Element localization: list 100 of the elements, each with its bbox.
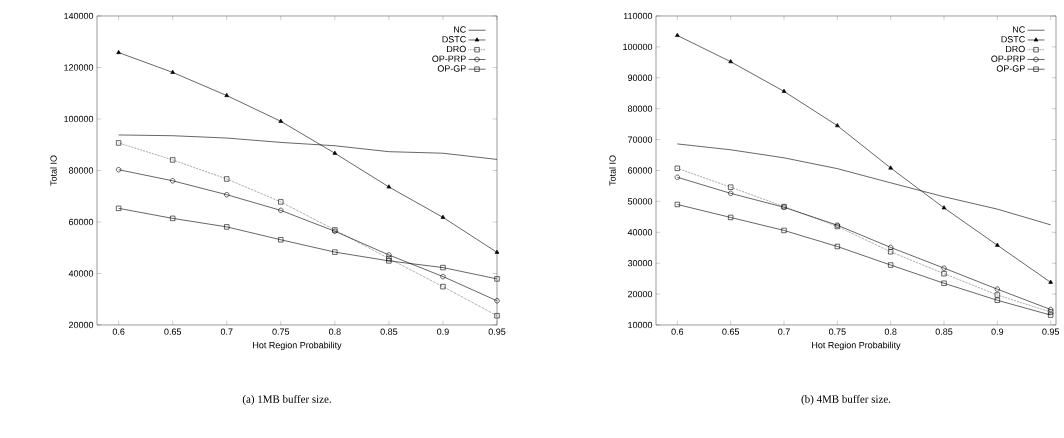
point bbox=[941, 265, 947, 271]
x-tick-label: 0.6 bbox=[112, 328, 125, 335]
x-tick-label: 0.7 bbox=[220, 328, 233, 335]
x-tick-label: 0.75 bbox=[828, 328, 846, 335]
point bbox=[440, 273, 446, 280]
point bbox=[494, 249, 500, 254]
point bbox=[728, 59, 733, 64]
point bbox=[332, 249, 338, 255]
point bbox=[278, 199, 284, 205]
legend-label: DRO bbox=[1006, 45, 1025, 53]
y-tick-label: 20000 bbox=[69, 321, 94, 329]
y-tick-label: 120000 bbox=[64, 64, 94, 71]
point bbox=[941, 205, 947, 210]
legend-label: DSTC bbox=[442, 36, 466, 43]
point bbox=[728, 184, 734, 190]
point bbox=[994, 297, 1000, 303]
point bbox=[888, 244, 894, 251]
point bbox=[675, 32, 680, 37]
point bbox=[494, 313, 500, 319]
y-tick-label: 100000 bbox=[64, 115, 94, 123]
point bbox=[834, 243, 840, 250]
point bbox=[224, 192, 230, 198]
point bbox=[332, 150, 338, 155]
x-tick-label: 0.9 bbox=[437, 328, 449, 335]
point bbox=[116, 140, 122, 146]
point bbox=[386, 258, 392, 264]
point bbox=[170, 69, 175, 74]
point bbox=[941, 280, 947, 286]
point bbox=[674, 165, 680, 171]
point bbox=[781, 88, 787, 93]
point bbox=[888, 262, 894, 268]
point bbox=[888, 165, 893, 170]
x-tick-label: 0.85 bbox=[380, 328, 398, 335]
y-tick-label: 20000 bbox=[628, 290, 653, 298]
x-tick-label: 0.9 bbox=[991, 328, 1004, 335]
y-tick-label: 80000 bbox=[68, 167, 94, 174]
point bbox=[170, 215, 176, 221]
y-axis-title: Total IO bbox=[50, 155, 57, 186]
point bbox=[224, 224, 230, 230]
x-tick-label: 0.65 bbox=[722, 328, 740, 335]
y-tick-label: 110000 bbox=[623, 12, 653, 20]
point bbox=[440, 284, 446, 290]
x-tick-label: 0.7 bbox=[778, 328, 790, 335]
y-tick-label: 100000 bbox=[623, 43, 653, 51]
point bbox=[728, 214, 734, 221]
y-tick-label: 140000 bbox=[64, 12, 94, 20]
x-tick-label: 0.8 bbox=[884, 328, 897, 335]
point bbox=[170, 178, 176, 184]
legend-label: OP-PRP bbox=[991, 55, 1025, 62]
point bbox=[995, 242, 1000, 247]
y-tick-label: 90000 bbox=[627, 74, 653, 81]
point bbox=[494, 276, 500, 282]
legend-label: OP-GP bbox=[437, 65, 466, 72]
point bbox=[781, 227, 787, 234]
point bbox=[386, 184, 392, 189]
y-tick-label: 60000 bbox=[69, 218, 94, 226]
point bbox=[994, 292, 1000, 298]
point bbox=[116, 205, 122, 211]
legend-label: NC bbox=[1013, 26, 1025, 33]
point bbox=[386, 252, 392, 258]
point bbox=[116, 49, 121, 54]
x-tick-label: 0.8 bbox=[328, 328, 341, 335]
legend-label: DRO bbox=[447, 45, 466, 53]
point bbox=[170, 157, 176, 163]
point bbox=[994, 286, 1000, 292]
legend-label: OP-GP bbox=[996, 65, 1025, 72]
legend-label: DSTC bbox=[1001, 36, 1025, 43]
point bbox=[278, 118, 284, 123]
point bbox=[440, 214, 446, 219]
point bbox=[728, 190, 734, 196]
x-tick-label: 0.95 bbox=[1042, 328, 1060, 335]
text: (a) 1MB buffer size. bbox=[242, 394, 331, 405]
x-tick-label: 0.6 bbox=[671, 328, 684, 335]
legend-label: NC bbox=[454, 26, 466, 33]
y-tick-label: 40000 bbox=[627, 229, 653, 236]
x-axis-title: Hot Region Probability bbox=[812, 341, 901, 351]
y-tick-label: 80000 bbox=[627, 105, 653, 112]
point bbox=[1048, 279, 1053, 284]
point bbox=[941, 271, 947, 277]
point bbox=[278, 207, 284, 213]
x-tick-label: 0.85 bbox=[935, 328, 953, 335]
y-axis-title: Total IO bbox=[609, 155, 616, 186]
y-tick-label: 50000 bbox=[627, 198, 653, 205]
point bbox=[278, 237, 284, 243]
legend-label: OP-PRP bbox=[432, 55, 466, 62]
text: (b) 4MB buffer size. bbox=[801, 394, 891, 405]
point bbox=[674, 201, 680, 208]
y-tick-label: 40000 bbox=[68, 270, 94, 277]
point bbox=[224, 176, 230, 182]
point bbox=[888, 249, 894, 255]
point bbox=[835, 123, 840, 128]
x-tick-label: 0.95 bbox=[488, 328, 506, 335]
x-tick-label: 0.65 bbox=[164, 328, 182, 335]
point bbox=[386, 255, 392, 262]
point bbox=[224, 92, 230, 97]
y-tick-label: 60000 bbox=[628, 167, 653, 174]
point bbox=[440, 264, 446, 271]
x-tick-label: 0.75 bbox=[272, 328, 290, 335]
y-tick-label: 10000 bbox=[628, 321, 653, 329]
y-tick-label: 70000 bbox=[628, 136, 653, 143]
